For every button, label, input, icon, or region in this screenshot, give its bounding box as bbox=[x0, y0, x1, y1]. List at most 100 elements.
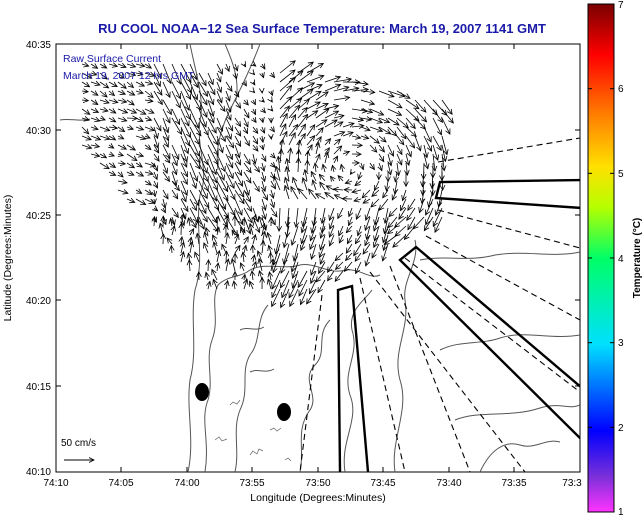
current-vector bbox=[154, 180, 158, 188]
current-vector bbox=[234, 126, 241, 136]
current-vector bbox=[355, 181, 362, 186]
solid-transect-boxes bbox=[336, 178, 580, 472]
current-vector bbox=[262, 100, 264, 102]
y-tick-label: 40:35 bbox=[26, 40, 51, 51]
current-vector bbox=[262, 153, 266, 161]
current-vector bbox=[244, 279, 247, 290]
current-vector bbox=[117, 145, 126, 149]
current-vector bbox=[333, 139, 340, 146]
current-vector bbox=[90, 91, 98, 95]
current-vector bbox=[243, 162, 251, 173]
current-vector bbox=[198, 90, 207, 105]
current-vector bbox=[315, 104, 328, 110]
current-vector bbox=[271, 259, 273, 272]
current-vector bbox=[189, 162, 197, 181]
colorbar-tick-label: 6 bbox=[618, 84, 624, 95]
current-vector bbox=[108, 172, 116, 175]
colorbar-label: Temperature (°C) bbox=[632, 218, 643, 299]
current-vector bbox=[288, 115, 296, 128]
current-vector bbox=[253, 82, 255, 85]
current-vector bbox=[244, 117, 248, 127]
current-vector bbox=[379, 198, 389, 210]
current-vector bbox=[301, 288, 308, 305]
current-vector bbox=[395, 180, 397, 194]
current-vector bbox=[395, 216, 407, 227]
current-vector bbox=[332, 165, 334, 173]
current-vector bbox=[144, 181, 151, 185]
current-vector bbox=[126, 64, 136, 67]
current-vector bbox=[163, 198, 165, 208]
current-vector bbox=[81, 100, 88, 101]
current-vector bbox=[243, 153, 250, 164]
current-vector bbox=[339, 225, 344, 236]
current-vector bbox=[253, 235, 256, 245]
current-vector bbox=[108, 127, 117, 128]
current-vector bbox=[243, 171, 251, 183]
station-marker bbox=[195, 383, 209, 401]
current-vector bbox=[378, 135, 386, 142]
current-vector bbox=[405, 144, 411, 157]
current-vector bbox=[279, 97, 292, 110]
colorbar-tick-label: 1 bbox=[618, 507, 624, 518]
current-vector bbox=[126, 153, 137, 161]
current-vector bbox=[346, 252, 353, 260]
current-vector bbox=[442, 153, 444, 171]
current-vector bbox=[287, 207, 289, 227]
current-vector bbox=[253, 126, 258, 133]
current-vector bbox=[288, 98, 302, 110]
current-vector bbox=[108, 109, 116, 113]
current-vector bbox=[320, 182, 326, 191]
current-vector bbox=[408, 198, 416, 210]
current-vector bbox=[387, 90, 405, 97]
current-vector bbox=[180, 198, 188, 211]
current-vector bbox=[244, 100, 248, 105]
current-vector bbox=[422, 189, 424, 203]
current-vector bbox=[432, 171, 433, 188]
current-vector bbox=[281, 288, 290, 308]
current-vector bbox=[333, 132, 345, 137]
current-vector bbox=[281, 252, 290, 273]
current-vector bbox=[171, 117, 182, 134]
current-vector bbox=[351, 109, 367, 111]
current-vector bbox=[154, 171, 157, 179]
current-vector bbox=[171, 81, 181, 99]
current-vector bbox=[383, 243, 389, 261]
current-vector bbox=[338, 176, 343, 182]
current-vector bbox=[198, 108, 206, 127]
current-vector bbox=[271, 100, 272, 102]
current-vector bbox=[217, 72, 221, 82]
current-vector bbox=[226, 259, 228, 272]
current-vector bbox=[393, 234, 407, 247]
current-vector bbox=[298, 158, 299, 173]
current-vector bbox=[271, 91, 273, 95]
current-vector bbox=[99, 81, 109, 88]
current-vector bbox=[198, 207, 207, 222]
current-vector bbox=[153, 117, 161, 131]
current-vector bbox=[145, 136, 150, 138]
current-vector bbox=[432, 144, 438, 160]
current-vector bbox=[217, 216, 218, 227]
current-vector bbox=[328, 261, 335, 272]
current-vector bbox=[126, 172, 134, 175]
current-vector bbox=[407, 207, 416, 220]
current-vector bbox=[374, 234, 380, 247]
current-vector bbox=[154, 162, 158, 171]
current-vector bbox=[234, 135, 241, 146]
current-vector bbox=[342, 123, 354, 127]
current-vector bbox=[414, 108, 427, 122]
current-vector bbox=[207, 135, 218, 155]
current-vector bbox=[135, 190, 142, 193]
current-vector bbox=[189, 126, 199, 144]
current-vector bbox=[361, 162, 363, 170]
current-vector bbox=[171, 153, 177, 166]
current-vector bbox=[162, 171, 170, 181]
current-vector bbox=[360, 91, 375, 92]
current-vector bbox=[154, 126, 158, 138]
current-vector bbox=[253, 64, 256, 66]
current-vector bbox=[399, 207, 407, 219]
current-vector bbox=[216, 135, 223, 153]
current-vector bbox=[396, 90, 410, 98]
current-vector bbox=[162, 153, 170, 163]
current-vector bbox=[365, 234, 371, 246]
current-vector bbox=[216, 180, 228, 201]
